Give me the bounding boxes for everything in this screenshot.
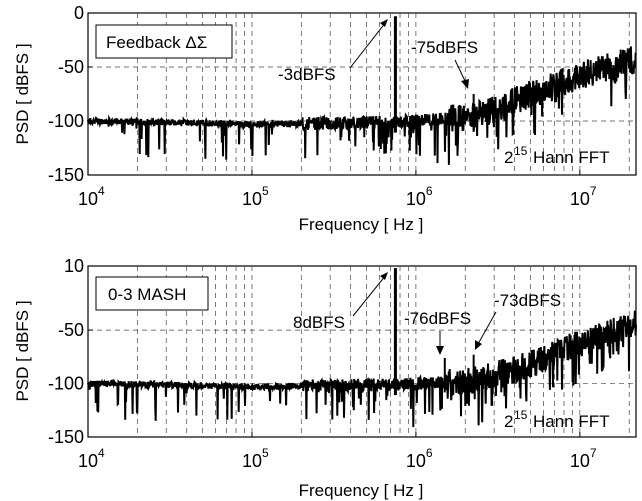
top-annotation-arrowhead-2 bbox=[461, 79, 469, 89]
top-annotation-tone-1: -3dBFS bbox=[278, 19, 388, 84]
bottom-y-ticks: 10 -50 -100 -150 bbox=[48, 256, 93, 447]
bottom-annotation-tone-3: -73dBFS bbox=[475, 291, 561, 350]
bottom-annotation-label-2: -76dBFS bbox=[404, 309, 471, 328]
top-annotation-label-1: -3dBFS bbox=[278, 65, 336, 84]
top-annotation-arrowhead-1 bbox=[380, 19, 388, 27]
top-x-tick-label: 10 bbox=[242, 189, 262, 209]
top-annotation-arrow-2 bbox=[454, 59, 467, 84]
bottom-fft-text: Hann FFT bbox=[533, 412, 610, 431]
top-x-ticks: 10 4 10 5 10 6 10 7 bbox=[78, 170, 597, 209]
bottom-y-tick-label: -100 bbox=[48, 374, 84, 394]
top-annotation-label-2: -75dBFS bbox=[411, 38, 478, 57]
top-x-tick-exponent: 6 bbox=[426, 184, 433, 198]
bottom-fft-note: 2 15 Hann FFT bbox=[504, 408, 610, 431]
top-x-tick-label: 10 bbox=[406, 189, 426, 209]
top-y-tick-label: -150 bbox=[48, 165, 84, 185]
bottom-fft-base: 2 bbox=[504, 412, 513, 431]
bottom-x-tick-exponent: 7 bbox=[590, 446, 597, 460]
top-y-tick-label: -50 bbox=[58, 57, 84, 77]
bottom-x-tick-exponent: 5 bbox=[262, 446, 269, 460]
bottom-annotation-arrowhead-1 bbox=[380, 272, 388, 280]
bottom-annotation-tone-2: -76dBFS bbox=[404, 309, 471, 355]
bottom-annotation-arrowhead-2 bbox=[436, 346, 444, 355]
bottom-annotation-arrow-3 bbox=[477, 311, 497, 345]
top-x-tick-label: 10 bbox=[78, 189, 98, 209]
top-y-axis-label: PSD [ dBFS ] bbox=[13, 43, 32, 144]
bottom-noise-trace bbox=[87, 310, 637, 428]
bottom-plot-frame bbox=[87, 265, 637, 438]
bottom-annotation-tone-1: 8dBFS bbox=[293, 272, 388, 332]
top-noise-trace bbox=[87, 46, 637, 165]
top-tones bbox=[393, 16, 475, 133]
top-x-tick-label: 10 bbox=[570, 189, 590, 209]
bottom-x-axis-label: Frequency [ Hz ] bbox=[299, 481, 424, 500]
top-legend-box bbox=[95, 24, 233, 59]
bottom-x-tick-exponent: 6 bbox=[426, 446, 433, 460]
top-x-axis-label: Frequency [ Hz ] bbox=[299, 215, 424, 234]
top-annotation-tone-2: -75dBFS bbox=[411, 38, 478, 89]
top-fft-note: 2 15 Hann FFT bbox=[504, 144, 610, 167]
bottom-tones bbox=[393, 268, 475, 396]
top-plot-frame bbox=[87, 12, 637, 176]
top-noise-line bbox=[87, 46, 637, 165]
bottom-y-tick-label: -50 bbox=[58, 320, 84, 340]
bottom-annotation-label-3: -73dBFS bbox=[494, 291, 561, 310]
bottom-legend-text: 0-3 MASH bbox=[108, 285, 186, 304]
top-annotation-arrow-1 bbox=[349, 21, 387, 69]
bottom-x-tick-label: 10 bbox=[406, 451, 426, 471]
bottom-x-tick-label: 10 bbox=[242, 451, 262, 471]
bottom-psd-panel: 10-50-100-150 10 4 10 5 10 6 10 7 PSD [ dBFS ] … bbox=[13, 256, 637, 500]
bottom-x-tick-label: 10 bbox=[570, 451, 590, 471]
top-legend-text: Feedback ΔΣ bbox=[106, 33, 207, 52]
top-y-tick-label: 0 bbox=[74, 3, 84, 23]
top-y-tick-label: -100 bbox=[48, 111, 84, 131]
bottom-noise-line bbox=[87, 310, 637, 428]
top-fft-base: 2 bbox=[504, 148, 513, 167]
top-x-tick-exponent: 5 bbox=[262, 184, 269, 198]
bottom-x-tick-label: 10 bbox=[78, 451, 98, 471]
top-legend: Feedback ΔΣ bbox=[95, 24, 233, 59]
bottom-fft-exp: 15 bbox=[514, 408, 528, 422]
top-y-ticks: 0 -50 -100 -150 bbox=[48, 3, 93, 185]
bottom-x-ticks: 10 4 10 5 10 6 10 7 bbox=[78, 432, 597, 471]
top-fft-text: Hann FFT bbox=[533, 148, 610, 167]
bottom-y-tick-label: 10 bbox=[64, 256, 84, 276]
bottom-annotation-arrowhead-3 bbox=[475, 340, 482, 350]
bottom-legend: 0-3 MASH bbox=[95, 276, 209, 311]
top-psd-panel: 0-50-100-150 10 4 10 5 10 6 10 7 PSD [ dBFS ] F… bbox=[13, 3, 637, 234]
bottom-y-axis-label: PSD [ dBFS ] bbox=[13, 300, 32, 401]
bottom-annotation-label-1: 8dBFS bbox=[293, 313, 345, 332]
bottom-y-tick-label: -150 bbox=[48, 427, 84, 447]
bottom-legend-box bbox=[95, 276, 209, 311]
bottom-annotation-arrow-1 bbox=[352, 274, 387, 317]
top-x-tick-exponent: 7 bbox=[590, 184, 597, 198]
top-x-tick-exponent: 4 bbox=[98, 184, 105, 198]
top-fft-exp: 15 bbox=[514, 144, 528, 158]
bottom-x-tick-exponent: 4 bbox=[98, 446, 105, 460]
